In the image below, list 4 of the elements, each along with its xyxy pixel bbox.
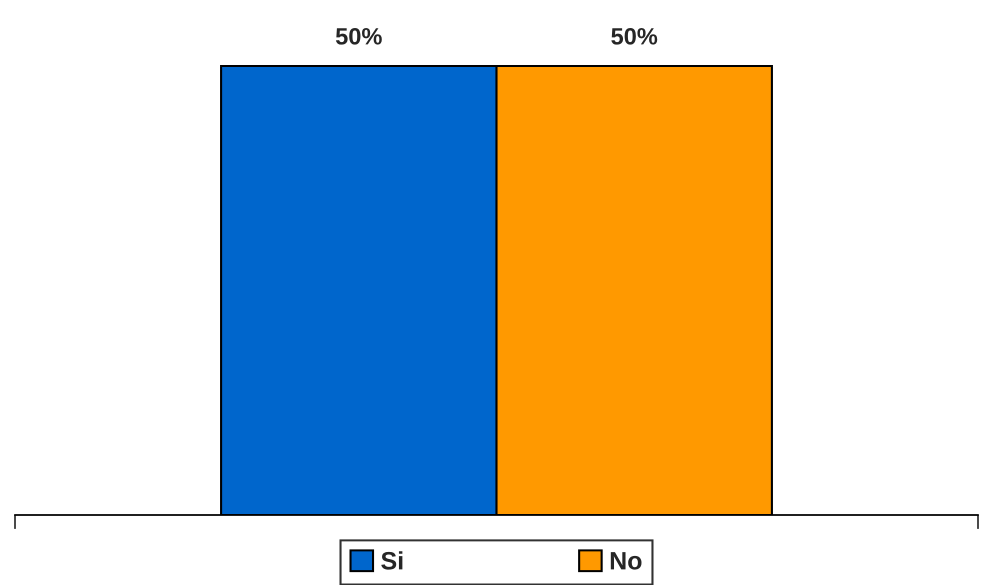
legend-label: Si xyxy=(381,551,402,570)
legend-label: No xyxy=(610,552,642,570)
data-label: 50% xyxy=(611,28,658,45)
data-label: 50% xyxy=(336,28,382,45)
